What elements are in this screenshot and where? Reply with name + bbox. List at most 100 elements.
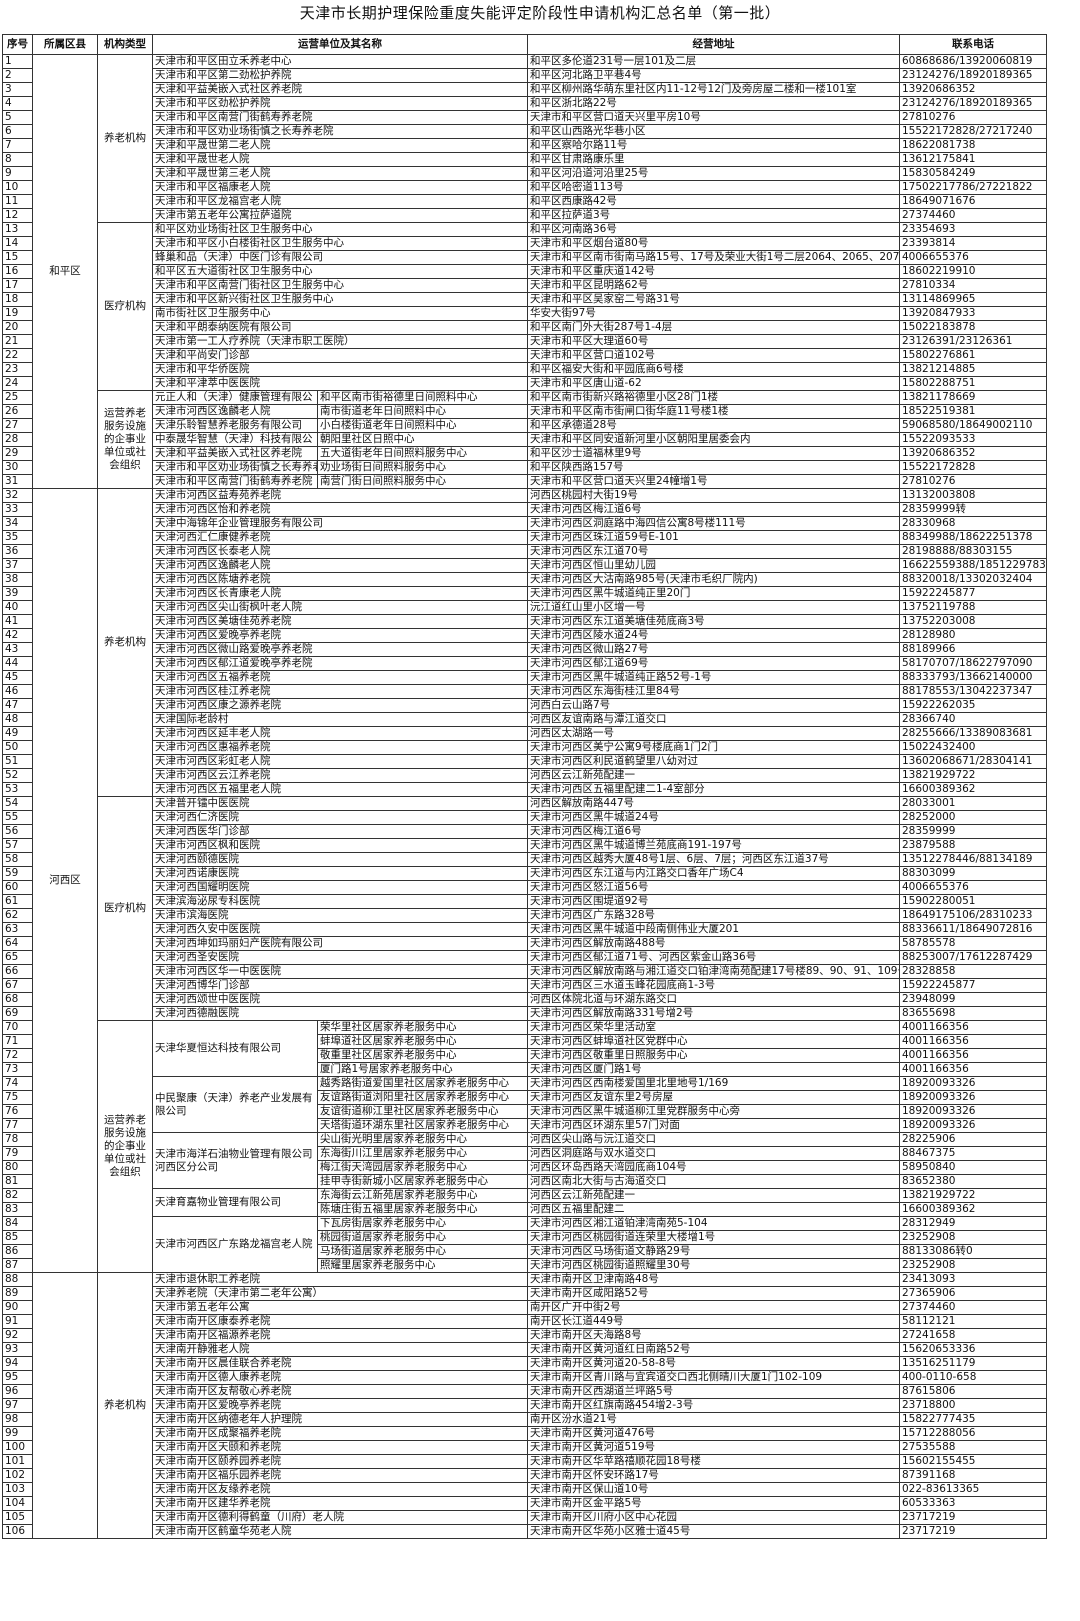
row-number: 12 (2, 208, 33, 223)
institution-name-cell: 天津市河西区惠福养老院 (152, 740, 528, 755)
institution-name-cell: 天津河西博华门诊部 (152, 978, 528, 993)
address-cell: 天津市河西区利民道鹤望里八幼对过 (527, 754, 900, 769)
address-cell: 天津市和平区南市街闸口街华庭11号楼1楼 (527, 404, 900, 419)
phone-cell: 23717219 (899, 1510, 1047, 1525)
facility-name-cell: 五大道街老年日间照料服务中心 (317, 446, 528, 461)
phone-cell: 13821929722 (899, 1188, 1047, 1203)
address-cell: 天津市河西区东江道美塘佳苑底商3号 (527, 614, 900, 629)
institution-name-cell: 天津市和平区劝业场街慎之长寿养老院 (152, 124, 528, 139)
address-cell: 天津市南开区天海路8号 (527, 1328, 900, 1343)
row-number: 101 (2, 1454, 33, 1469)
phone-cell: 13920847933 (899, 306, 1047, 321)
phone-cell: 4001166356 (899, 1048, 1047, 1063)
table-row: 81 挂甲寺街新城小区居家养老服务中心 河西区南北大街与古海道交口 83652380 (2, 1174, 1047, 1189)
institution-name-cell: 天津河西仁济医院 (152, 810, 528, 825)
phone-cell: 88253007/17612287429 (899, 950, 1047, 965)
table-row: 35 天津河西汇仁康健养老院 天津市河西区珠江道59号E-101 88349988/1… (2, 530, 1047, 545)
table-row: 14 天津市和平区小白楼街社区卫生服务中心 天津市和平区烟台道80号 23393814 (2, 236, 1047, 251)
institution-name-cell: 天津市河西区陈塘养老院 (152, 572, 528, 587)
address-cell: 天津市河西区桃园街道连荣里大楼增1号 (527, 1230, 900, 1245)
institution-name-cell: 天津市和平区田立禾养老中心 (152, 54, 528, 69)
institution-name-cell: 天津河西德融医院 (152, 1006, 528, 1021)
table-row: 48 天津国际老龄村 河西区友谊南路与潭江道交口 28366740 (2, 712, 1047, 727)
row-number: 72 (2, 1048, 33, 1063)
address-cell: 天津市南开区青川路与宜宾道交口西北侧晴川大厦1门102-109 (527, 1370, 900, 1385)
institution-name-cell: 天津市南开区友帮敬心养老院 (152, 1384, 528, 1399)
table-row: 83 陈塘庄街五福里居家养老服务中心 河西区五福里配建二 16600389362 (2, 1202, 1047, 1217)
row-number: 28 (2, 432, 33, 447)
table-row: 3 天津和平益美嵌入式社区养老院 和平区柳州路华萌东里社区内11-12号12门及旁房… (2, 82, 1047, 97)
table-row: 56 天津河西医华门诊部 天津市河西区梅江道6号 28359999 (2, 824, 1047, 839)
address-cell: 天津市和平区同安道新河里小区朝阳里居委会内 (527, 432, 900, 447)
phone-cell: 27535588 (899, 1440, 1047, 1455)
address-cell: 和平区沙士道福林里9号 (527, 446, 900, 461)
row-number: 34 (2, 516, 33, 531)
institution-type-cell: 医疗机构 (97, 222, 153, 391)
phone-cell: 27241658 (899, 1328, 1047, 1343)
address-cell: 天津市河西区东海街桂江里84号 (527, 684, 900, 699)
institution-type-cell: 运营养老服务设施的企事业单位或社会组织 (97, 390, 153, 489)
phone-cell: 15022432400 (899, 740, 1047, 755)
table-row: 19 南市街社区卫生服务中心 华安大街97号 13920847933 (2, 306, 1047, 321)
row-number: 27 (2, 418, 33, 433)
phone-cell: 23948099 (899, 992, 1047, 1007)
table-row: 11 天津市和平区龙福宫老人院 和平区西康路42号 18649071676 (2, 194, 1047, 209)
row-number: 100 (2, 1440, 33, 1455)
row-number: 21 (2, 334, 33, 349)
institution-table: 序号 所属区县 机构类型 运营单位及其名称 经营地址 联系电话 1 和平区 养老机构… (2, 34, 1047, 1539)
institution-name-cell: 天津和平晟世第二老人院 (152, 138, 528, 153)
row-number: 40 (2, 600, 33, 615)
header-no: 序号 (2, 34, 33, 55)
phone-cell: 18622081738 (899, 138, 1047, 153)
institution-name-cell: 天津市南开区友缘养老院 (152, 1482, 528, 1497)
institution-name-cell: 天津市南开区鹤童华苑老人院 (152, 1524, 528, 1539)
address-cell: 河西区桃园村大街19号 (527, 488, 900, 503)
institution-name-cell: 天津河西颐德医院 (152, 852, 528, 867)
phone-cell: 13821178669 (899, 390, 1047, 405)
address-cell: 天津市南开区西湖道兰坪路5号 (527, 1384, 900, 1399)
row-number: 16 (2, 264, 33, 279)
address-cell: 天津市河西区大沽南路985号(天津市毛织厂院内) (527, 572, 900, 587)
row-number: 78 (2, 1132, 33, 1147)
phone-cell: 400-0110-658 (899, 1370, 1047, 1385)
institution-name-cell: 天津河西久安中医医院 (152, 922, 528, 937)
table-row: 45 天津市河西区五福养老院 天津市河西区黑牛城道纯正路52号-1号 88333793… (2, 670, 1047, 685)
phone-cell: 4006655376 (899, 880, 1047, 895)
row-number: 62 (2, 908, 33, 923)
table-row: 47 天津市河西区康之源养老院 河西白云山路7号 15922262035 (2, 698, 1047, 713)
address-cell: 和平区西康路42号 (527, 194, 900, 209)
row-number: 104 (2, 1496, 33, 1511)
address-cell: 天津市河西区郁江道71号、河西区紫金山路36号 (527, 950, 900, 965)
row-number: 47 (2, 698, 33, 713)
institution-name-cell: 天津和平晟世老人院 (152, 152, 528, 167)
row-number: 70 (2, 1020, 33, 1035)
row-number: 68 (2, 992, 33, 1007)
table-row: 102 天津市南开区福乐园养老院 天津市南开区怀安环路17号 87391168 (2, 1468, 1047, 1483)
row-number: 95 (2, 1370, 33, 1385)
table-row: 64 天津河西坤如玛丽妇产医院有限公司 天津市河西区解放南路488号 58785578 (2, 936, 1047, 951)
table-row: 29 天津和平益美嵌入式社区养老院 五大道街老年日间照料服务中心 和平区沙士道福林里9… (2, 446, 1047, 461)
address-cell: 天津市河西区越秀大厦48号1层、6层、7层；河西区东江道37号 (527, 852, 900, 867)
address-cell: 天津市河西区西南楼爱国里北里地号1/169 (527, 1076, 900, 1091)
table-row: 95 天津市南开区德人康养老院 天津市南开区青川路与宜宾道交口西北侧晴川大厦1门10… (2, 1370, 1047, 1385)
institution-name-cell: 天津市滨海医院 (152, 908, 528, 923)
row-number: 26 (2, 404, 33, 419)
header-district: 所属区县 (32, 34, 98, 55)
operator-name-cell: 天津市和平区南营门街鹤寿养老院 (152, 474, 318, 489)
row-number: 55 (2, 810, 33, 825)
institution-name-cell: 天津和平尚安门诊部 (152, 348, 528, 363)
phone-cell: 28255666/13389083681 (899, 726, 1047, 741)
row-number: 51 (2, 754, 33, 769)
address-cell: 天津市河西区怒江道56号 (527, 880, 900, 895)
phone-cell: 23124276/18920189365 (899, 68, 1047, 83)
address-cell: 河西区体院北道与环湖东路交口 (527, 992, 900, 1007)
district-cell (32, 1272, 98, 1539)
institution-name-cell: 天津市河西区逸麟老人院 (152, 558, 528, 573)
table-row: 88 养老机构 天津市退休职工养老院 天津市南开区卫津南路48号 23413093 (2, 1272, 1047, 1539)
phone-cell: 13612175841 (899, 152, 1047, 167)
row-number: 8 (2, 152, 33, 167)
institution-name-cell: 天津市南开区康泰养老院 (152, 1314, 528, 1329)
address-cell: 和平区多伦道231号一层101及二层 (527, 54, 900, 69)
phone-cell: 88303099 (899, 866, 1047, 881)
institution-name-cell: 天津市南开区天颐和养老院 (152, 1440, 528, 1455)
